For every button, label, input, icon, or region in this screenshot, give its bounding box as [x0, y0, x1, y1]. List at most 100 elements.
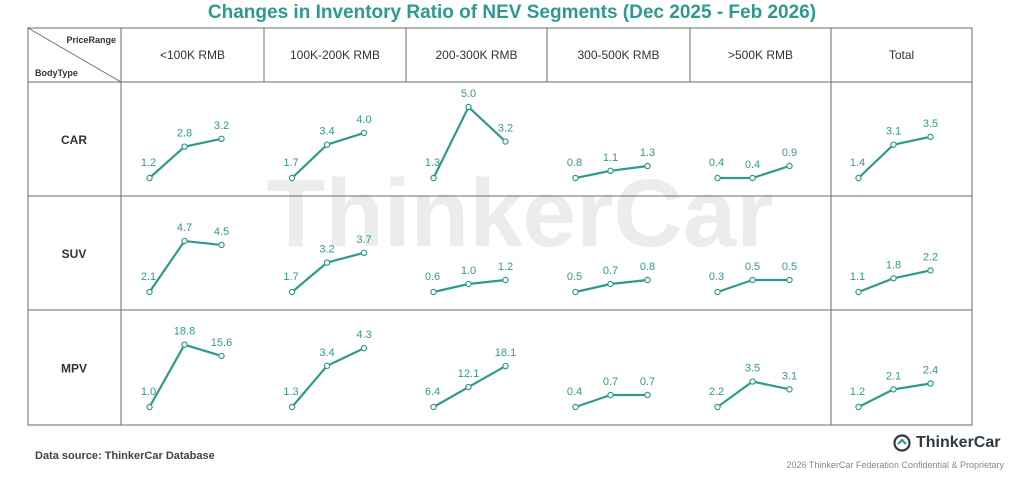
column-header-100k-rmb: <100K RMB — [160, 48, 225, 62]
thinkercar-logo: ThinkerCar — [893, 434, 1000, 452]
cell-suv-total-value-label: 1.8 — [886, 259, 901, 271]
cell-car-100k-rmb-value-label: 3.2 — [214, 120, 229, 132]
cell-suv-200-300k-rmb-point — [465, 280, 472, 288]
cell-car-total-point — [855, 174, 862, 182]
cell-suv-100k-200k-rmb-value-label: 3.7 — [356, 234, 371, 246]
thinkercar-logo-icon — [893, 434, 911, 452]
cell-suv-100k-rmb-value-label: 2.1 — [141, 271, 156, 283]
cell-suv-300-500k-rmb-value-label: 0.8 — [640, 261, 655, 273]
cell-suv-100k-200k-rmb-point — [360, 249, 368, 256]
cell-car-500k-rmb-point — [714, 174, 721, 182]
cell-car-300-500k-rmb-point — [644, 162, 651, 170]
cell-suv-200-300k-rmb-value-label: 1.2 — [498, 261, 513, 273]
cell-suv-total-value-label: 1.1 — [850, 271, 865, 283]
cell-car-100k-rmb-point — [218, 135, 225, 142]
cell-mpv-200-300k-rmb-point — [430, 403, 437, 411]
cell-car-total-point — [927, 133, 934, 141]
cell-car-total-value-label: 1.4 — [850, 157, 865, 169]
cell-mpv-100k-200k-rmb-value-label: 1.3 — [283, 386, 298, 398]
cell-mpv-300-500k-rmb-point — [607, 391, 614, 399]
cell-suv-300-500k-rmb-value-label: 0.7 — [603, 265, 618, 277]
cell-suv-100k-rmb-value-label: 4.7 — [177, 222, 192, 234]
cell-mpv-100k-rmb-point — [146, 403, 153, 411]
row-header-suv: SUV — [62, 247, 87, 261]
cell-mpv-100k-rmb-line — [148, 343, 222, 408]
cell-mpv-total-point — [855, 403, 862, 411]
row-header-mpv: MPV — [61, 362, 87, 376]
cell-mpv-200-300k-rmb-point — [502, 362, 509, 370]
cell-suv-300-500k-rmb-point — [607, 280, 614, 288]
cell-car-100k-rmb-value-label: 1.2 — [141, 157, 156, 169]
column-header-300-500k-rmb: 300-500K RMB — [577, 48, 659, 62]
cell-suv-100k-rmb-point — [181, 237, 188, 245]
cell-suv-500k-rmb-value-label: 0.3 — [709, 271, 724, 283]
column-header-200-300k-rmb: 200-300K RMB — [435, 48, 517, 62]
cell-suv-100k-rmb-point — [146, 288, 153, 296]
cell-car-100k-rmb-point — [181, 143, 188, 150]
cell-car-500k-rmb-point — [749, 174, 756, 182]
cell-suv-500k-rmb-value-label: 0.5 — [782, 261, 797, 273]
cell-mpv-500k-rmb-line — [716, 380, 790, 408]
cell-suv-100k-rmb-value-label: 4.5 — [214, 226, 229, 238]
cell-car-100k-200k-rmb-value-label: 3.4 — [319, 126, 334, 138]
corner-label-body-type: BodyType — [35, 68, 78, 78]
confidential-footnote: 2026 ThinkerCar Federation Confidential … — [786, 460, 1004, 470]
cell-car-300-500k-rmb-value-label: 0.8 — [567, 157, 582, 169]
row-header-car: CAR — [61, 133, 87, 147]
cell-mpv-100k-rmb-value-label: 15.6 — [211, 337, 232, 349]
cell-car-100k-200k-rmb-point — [360, 129, 368, 137]
cell-mpv-total-value-label: 2.1 — [886, 370, 901, 382]
cell-mpv-total-point — [927, 380, 934, 387]
cell-suv-500k-rmb-value-label: 0.5 — [745, 261, 760, 273]
cell-mpv-500k-rmb-value-label: 3.1 — [782, 370, 797, 382]
cell-car-300-500k-rmb-value-label: 1.1 — [603, 152, 618, 164]
cell-car-100k-rmb-point — [146, 174, 153, 182]
cell-mpv-100k-rmb-point — [218, 352, 225, 360]
cell-mpv-100k-rmb-point — [181, 341, 188, 348]
cell-mpv-100k-200k-rmb-value-label: 3.4 — [319, 347, 334, 359]
cell-mpv-total-point — [890, 386, 897, 393]
cell-car-200-300k-rmb-value-label: 1.3 — [425, 157, 440, 169]
cell-car-500k-rmb-value-label: 0.4 — [709, 157, 724, 169]
column-header-total: Total — [889, 48, 914, 62]
watermark: ThinkerCar — [267, 160, 774, 267]
cell-mpv-100k-rmb-value-label: 1.0 — [141, 386, 156, 398]
cell-suv-total-point — [855, 288, 862, 296]
cell-suv-200-300k-rmb-value-label: 1.0 — [461, 265, 476, 277]
cell-car-100k-200k-rmb-point — [323, 141, 331, 148]
cell-mpv-total-value-label: 1.2 — [850, 386, 865, 398]
cell-suv-300-500k-rmb-point — [572, 288, 579, 296]
cell-mpv-100k-200k-rmb-point — [288, 403, 296, 411]
cell-suv-200-300k-rmb-point — [502, 276, 509, 284]
cell-mpv-500k-rmb-value-label: 3.5 — [745, 363, 760, 375]
cell-suv-200-300k-rmb-value-label: 0.6 — [425, 271, 440, 283]
cell-mpv-100k-rmb-value-label: 18.8 — [174, 326, 195, 338]
cell-suv-100k-200k-rmb-point — [323, 259, 331, 266]
cell-mpv-500k-rmb-point — [749, 378, 756, 385]
cell-mpv-100k-200k-rmb-point — [360, 345, 368, 352]
cell-suv-100k-200k-rmb-point — [288, 288, 296, 296]
cell-suv-500k-rmb-point — [786, 276, 793, 284]
cell-mpv-500k-rmb-point — [714, 403, 721, 411]
cell-car-200-300k-rmb-point — [430, 174, 437, 182]
cell-suv-total-value-label: 2.2 — [923, 251, 938, 263]
cell-car-200-300k-rmb-point — [502, 138, 509, 145]
cell-suv-100k-rmb-point — [218, 241, 225, 249]
logo-text: ThinkerCar — [916, 434, 1001, 451]
grid-frame — [27, 27, 973, 426]
data-source-note: Data source: ThinkerCar Database — [35, 450, 215, 462]
cell-car-total-value-label: 3.5 — [923, 118, 938, 130]
cell-car-100k-rmb-value-label: 2.8 — [177, 128, 192, 140]
cell-mpv-200-300k-rmb-point — [465, 383, 472, 391]
cell-mpv-300-500k-rmb-point — [572, 403, 579, 411]
cell-suv-100k-200k-rmb-value-label: 3.2 — [319, 244, 334, 256]
cell-mpv-500k-rmb-point — [786, 386, 793, 393]
cell-suv-300-500k-rmb-point — [644, 276, 651, 284]
cell-car-total-value-label: 3.1 — [886, 126, 901, 138]
cell-suv-total-point — [927, 267, 934, 274]
cell-car-200-300k-rmb-value-label: 5.0 — [461, 88, 476, 100]
cell-suv-100k-200k-rmb-value-label: 1.7 — [283, 271, 298, 283]
cell-mpv-200-300k-rmb-value-label: 18.1 — [495, 347, 516, 359]
cell-mpv-500k-rmb-value-label: 2.2 — [709, 386, 724, 398]
